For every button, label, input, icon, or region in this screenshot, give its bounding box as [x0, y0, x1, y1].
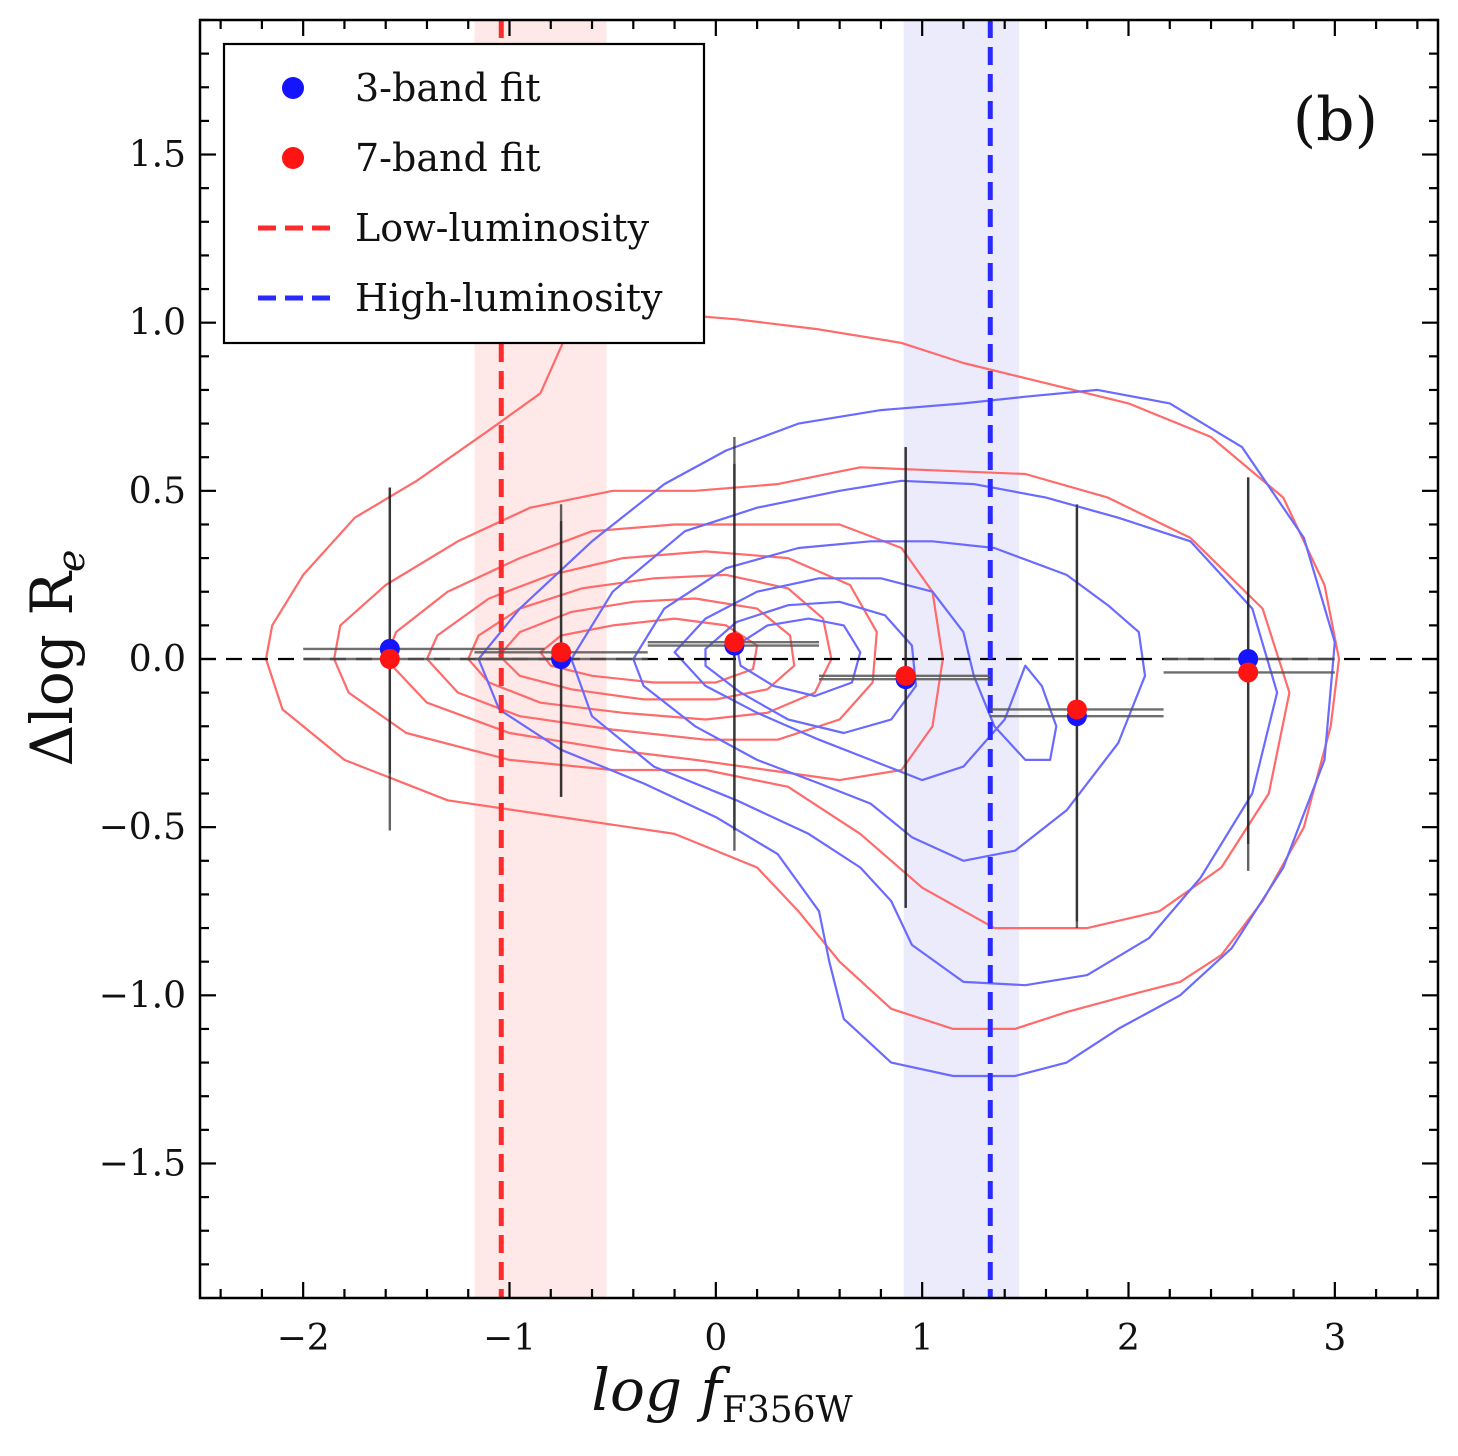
contour-red-1 [333, 466, 1291, 930]
axis-ticks [200, 18, 1438, 1298]
y-tick-label: −1.5 [99, 1143, 186, 1184]
y-axis-title-main: Δlog R [18, 570, 86, 767]
point-7band-4 [1066, 699, 1087, 720]
y-axis-title: Δlog Re [18, 549, 93, 766]
legend-box [222, 42, 706, 345]
y-tick-label: 1.5 [129, 135, 186, 176]
data-points [379, 632, 1259, 727]
panel-label: (b) [1293, 85, 1378, 155]
contour-blue-5 [735, 617, 862, 698]
point-7band-5 [1238, 662, 1259, 683]
x-tick-label: 2 [1117, 1318, 1140, 1359]
density-contours [264, 304, 1341, 1078]
legend-marker-0 [282, 77, 304, 99]
y-tick-label: 0.5 [129, 471, 186, 512]
contour-red-2 [384, 523, 944, 782]
point-7band-0 [379, 649, 400, 669]
x-tick-label: 3 [1323, 1318, 1346, 1359]
x-tick-label: 0 [704, 1318, 727, 1359]
legend-label-2: Low-luminosity [355, 206, 650, 250]
legend-label-3: High-luminosity [355, 276, 663, 320]
contour-blue-1 [570, 479, 1279, 987]
y-tick-label: −0.5 [99, 807, 186, 848]
x-axis-title: log fF356W [591, 1356, 852, 1431]
contour-red-4 [467, 573, 833, 721]
x-axis-title-main: log f [591, 1356, 731, 1424]
point-7band-1 [551, 642, 572, 663]
legend-marker-1 [282, 147, 304, 169]
legend-label-1: 7-band fit [355, 136, 541, 180]
x-tick-label: −1 [483, 1318, 536, 1359]
y-axis-title-sub: e [49, 549, 93, 572]
legend-label-0: 3-band fit [355, 66, 541, 110]
y-tick-label: −1.0 [99, 975, 186, 1016]
point-7band-3 [895, 665, 916, 686]
contour-red-3 [425, 550, 878, 741]
x-tick-label: 1 [911, 1318, 934, 1359]
contour-blue-0 [477, 388, 1336, 1078]
point-7band-2 [724, 632, 745, 653]
legend: 3-band fit 7-band fit Low-luminosity High-l… [222, 42, 706, 345]
x-tick-label: −2 [277, 1318, 330, 1359]
x-axis-title-sub: F356W [722, 1390, 853, 1431]
contour-blue-3 [673, 577, 1058, 782]
contour-red-6 [539, 617, 759, 684]
contour-red-0 [264, 304, 1341, 1030]
plot-frame [198, 18, 1440, 1300]
contour-blue-4 [704, 600, 918, 735]
tick-labels: −2 −1 0 1 2 3 −1.5 −1.0 −0.5 0.0 0.5 1.0 1.5 [99, 135, 1347, 1359]
y-tick-label: 1.0 [129, 303, 186, 344]
y-tick-label: 0.0 [129, 639, 186, 680]
